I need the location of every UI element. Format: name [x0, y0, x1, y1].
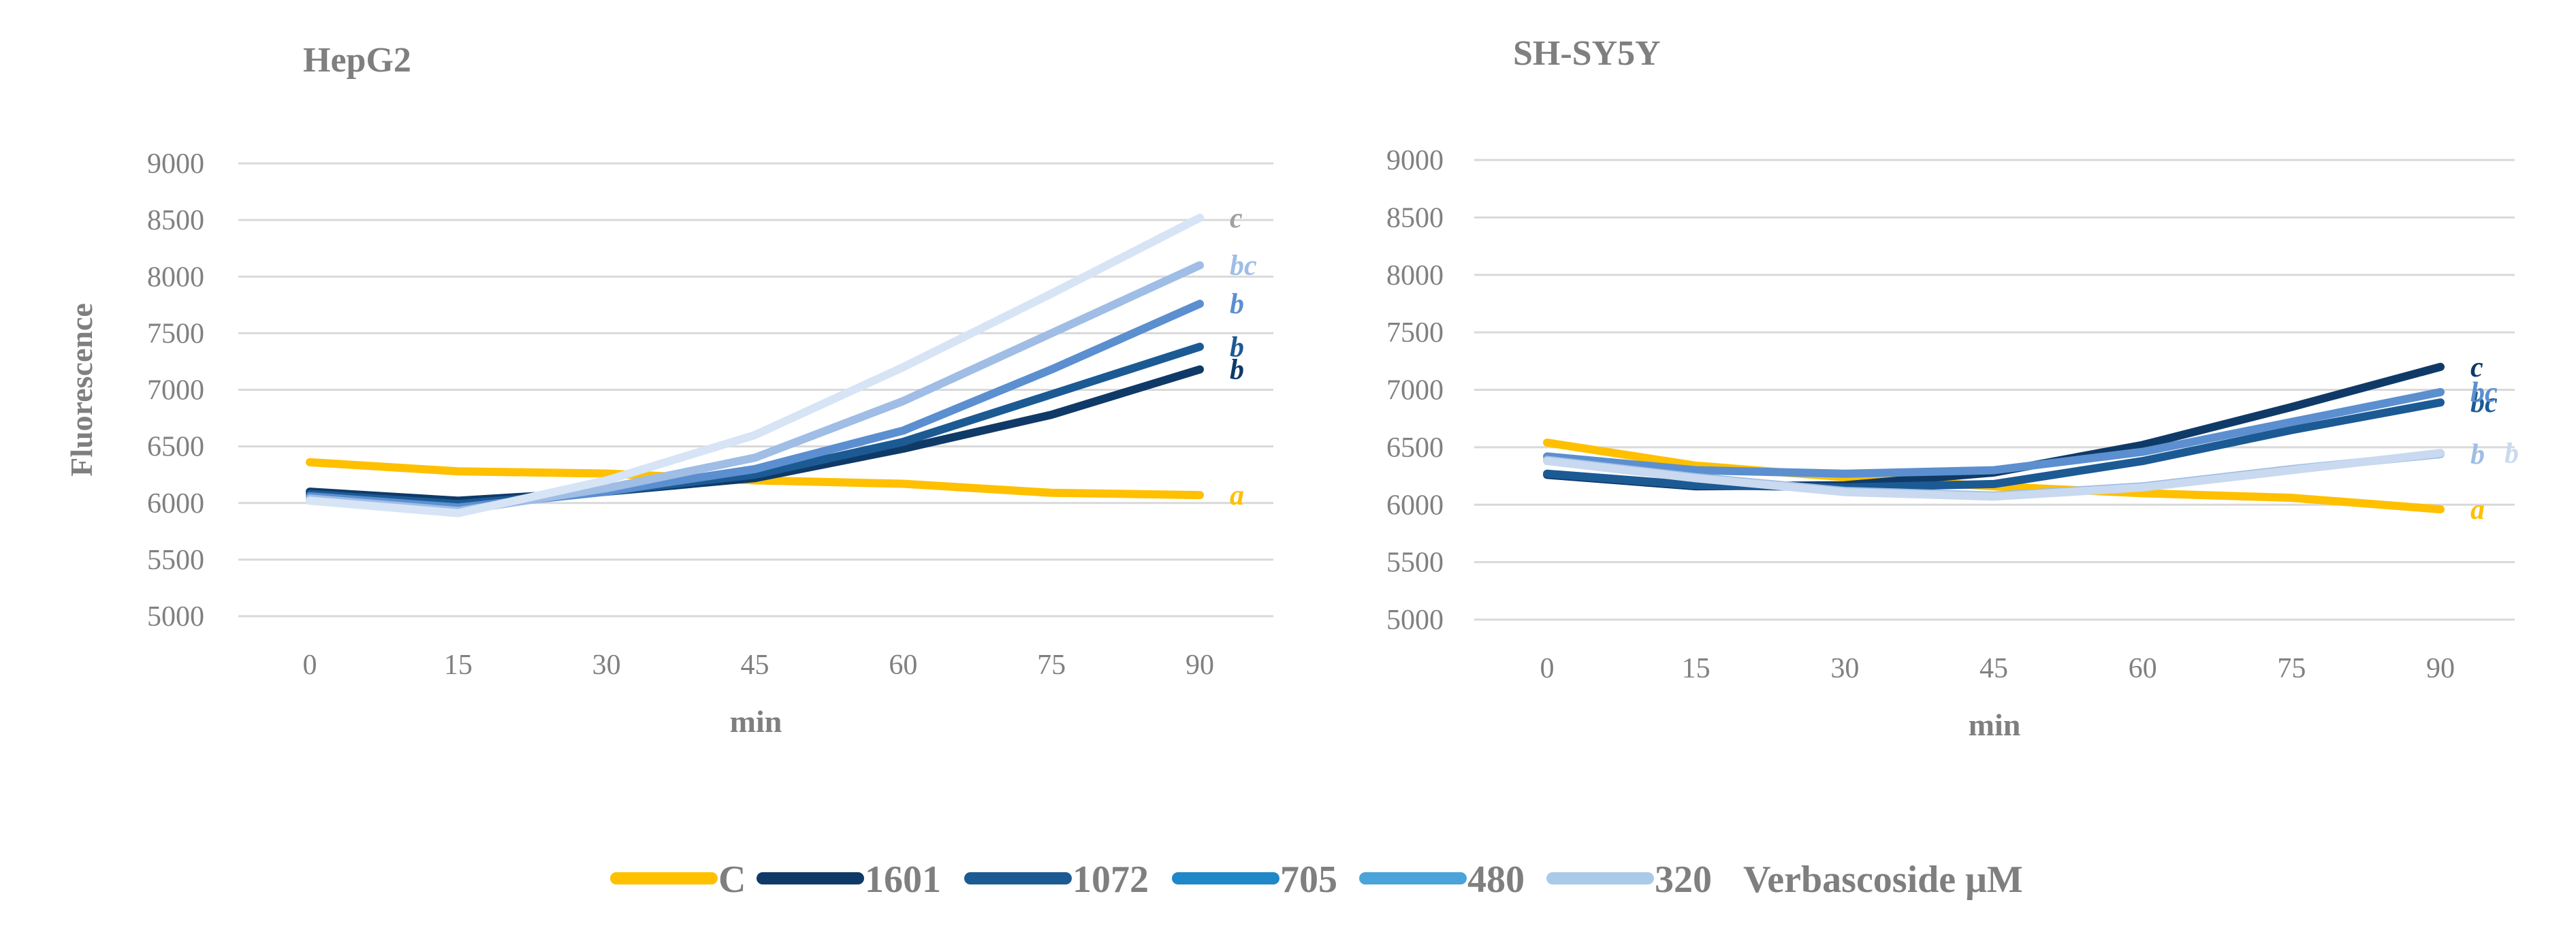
- x-tick-label: 60: [2129, 653, 2157, 684]
- x-axis-label: min: [1969, 707, 2021, 742]
- significance-label: b: [1230, 355, 1244, 386]
- significance-label: b: [2505, 438, 2519, 469]
- x-tick-label: 30: [1830, 653, 1859, 684]
- x-tick-label: 90: [2426, 653, 2455, 684]
- significance-label: bc: [2470, 387, 2498, 419]
- significance-label: b: [2470, 439, 2485, 470]
- x-tick-label: 0: [303, 650, 317, 681]
- significance-label: b: [1230, 332, 1244, 363]
- x-tick-label: 15: [1682, 653, 1711, 684]
- chart-shsy5y: SH-SY5Y 5000 5500 6000 6500 7000 7500 8000 8500 9…: [1386, 34, 2519, 742]
- y-tick-label: 8000: [1386, 260, 1444, 291]
- x-tick-label: 75: [2277, 653, 2306, 684]
- y-tick-label: 8500: [1386, 202, 1444, 234]
- y-tick-label: 7000: [147, 375, 204, 406]
- significance-label: bc: [1230, 251, 1257, 282]
- y-tick-label: 6000: [1386, 490, 1444, 521]
- y-axis-label: Fluorescence: [64, 303, 99, 477]
- significance-label: b: [1230, 289, 1244, 320]
- series-line-705: [1543, 387, 2445, 478]
- y-tick-label: 5500: [1386, 547, 1444, 579]
- legend-label: 480: [1467, 859, 1525, 901]
- series-line-320: [306, 213, 1204, 517]
- series-line-1072: [1543, 398, 2445, 492]
- legend-label: 320: [1655, 859, 1712, 901]
- legend-label: C: [718, 859, 746, 901]
- legend: C 1601 1072 705 480 320 Verbascoside μM: [610, 859, 2023, 901]
- y-tick-label: 9000: [1386, 145, 1444, 176]
- significance-label: bc: [2470, 377, 2498, 409]
- legend-suffix: Verbascoside μM: [1743, 859, 2023, 901]
- chart-title: SH-SY5Y: [1513, 34, 1661, 73]
- x-tick-label: 15: [444, 650, 473, 681]
- y-tick-label: 6500: [1386, 432, 1444, 464]
- y-tick-label: 8000: [147, 261, 204, 293]
- significance-label: c: [2470, 352, 2483, 383]
- x-tick-label: 30: [592, 650, 621, 681]
- y-tick-label: 5000: [1386, 605, 1444, 636]
- y-tick-label: 8500: [147, 205, 204, 236]
- chart-hepg2: HepG250005500600065007000750080008500900…: [64, 41, 1273, 739]
- y-tick-label: 7500: [147, 318, 204, 349]
- significance-label: a: [2470, 494, 2485, 526]
- y-tick-label: 7500: [1386, 317, 1444, 349]
- y-tick-label: 6000: [147, 488, 204, 520]
- y-tick-label: 5000: [147, 601, 204, 633]
- x-tick-label: 45: [741, 650, 769, 681]
- x-tick-label: 45: [1979, 653, 2008, 684]
- x-tick-label: 90: [1186, 650, 1214, 681]
- y-tick-label: 9000: [147, 148, 204, 180]
- y-tick-label: 6500: [147, 432, 204, 463]
- chart-title: HepG2: [303, 41, 411, 80]
- legend-label: 705: [1280, 859, 1337, 901]
- legend-label: 1601: [865, 859, 941, 901]
- y-tick-label: 7000: [1386, 375, 1444, 406]
- legend-label: 1072: [1072, 859, 1149, 901]
- significance-label: a: [1230, 480, 1244, 511]
- series-line-320: [1543, 449, 2445, 501]
- x-tick-label: 0: [1540, 653, 1555, 684]
- y-tick-label: 5500: [147, 545, 204, 576]
- significance-label: c: [1230, 203, 1243, 234]
- x-tick-label: 75: [1037, 650, 1066, 681]
- x-axis-label: min: [730, 704, 782, 739]
- x-tick-label: 60: [889, 650, 917, 681]
